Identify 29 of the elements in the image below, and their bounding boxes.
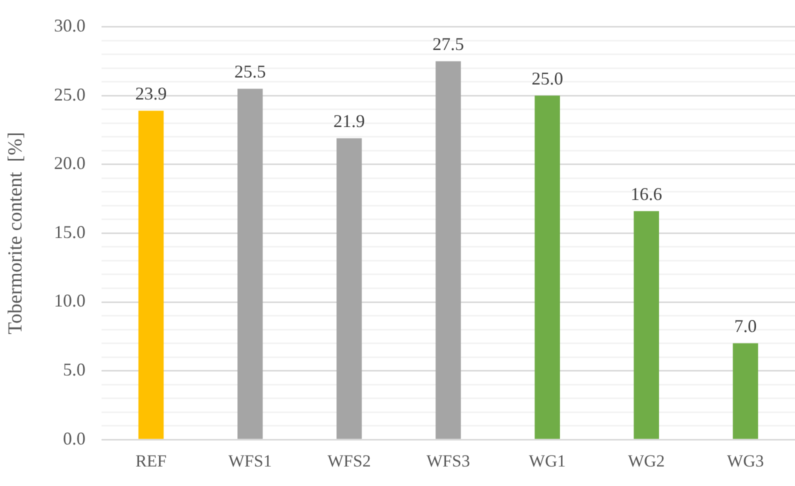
x-tick-label: WG3 <box>727 451 764 470</box>
y-tick-label: 25.0 <box>54 84 86 104</box>
x-tick-label: WG2 <box>628 451 665 470</box>
y-tick-label: 30.0 <box>54 16 86 36</box>
data-label: 25.0 <box>532 68 564 88</box>
y-tick-label: 10.0 <box>54 290 86 311</box>
bar <box>732 343 758 439</box>
bar <box>336 138 362 439</box>
x-tick-label: WFS3 <box>426 451 470 470</box>
bar <box>138 110 164 439</box>
y-tick-label: 20.0 <box>54 153 86 174</box>
x-tick-label: WFS1 <box>228 451 272 470</box>
bar <box>534 96 560 439</box>
x-tick-label: WFS2 <box>327 451 371 470</box>
data-label: 21.9 <box>333 110 365 131</box>
y-axis-title: Tobermorite content [%] <box>4 132 26 334</box>
bar <box>634 211 660 439</box>
x-tick-label: REF <box>135 451 167 470</box>
y-tick-label: 0.0 <box>63 428 86 448</box>
bar <box>237 88 263 439</box>
data-label: 16.6 <box>630 184 662 204</box>
data-label: 7.0 <box>734 316 757 336</box>
x-tick-label: WG1 <box>528 451 566 470</box>
data-label: 27.5 <box>432 34 464 54</box>
data-label: 25.5 <box>234 61 266 82</box>
y-tick-label: 15.0 <box>54 222 86 242</box>
data-label: 23.9 <box>135 83 167 104</box>
y-tick-label: 5.0 <box>63 360 86 380</box>
bar <box>436 61 461 439</box>
